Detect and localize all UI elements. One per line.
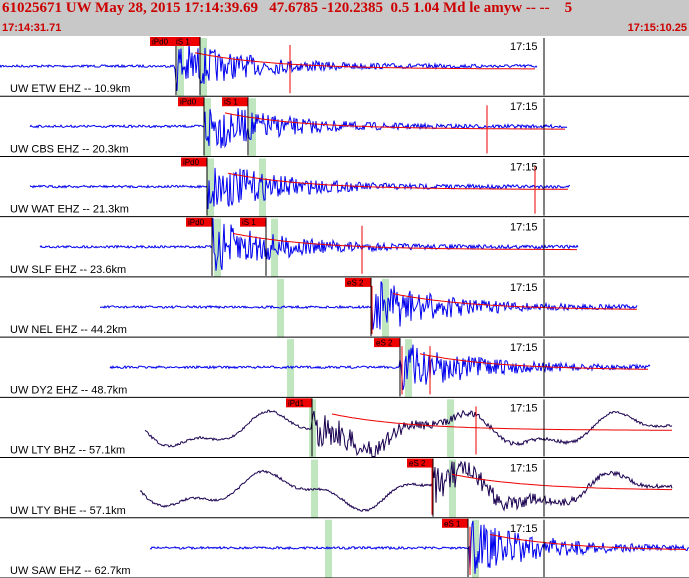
pick-box bbox=[181, 157, 207, 167]
pick-label: iPd0 bbox=[188, 218, 205, 227]
pick-label: iPd0 bbox=[180, 98, 197, 107]
pick-box bbox=[286, 398, 312, 408]
pick-box bbox=[442, 518, 468, 528]
station-label: UW CBS EHZ -- 20.3km bbox=[10, 143, 129, 155]
pick-box bbox=[222, 97, 248, 107]
window-band bbox=[405, 339, 412, 398]
pick-box bbox=[150, 37, 176, 46]
window-end-time: 17:15:10.25 bbox=[627, 22, 687, 34]
coda-fit bbox=[224, 112, 565, 130]
waveform bbox=[29, 108, 568, 149]
station-label: UW SLF EHZ -- 23.6km bbox=[10, 264, 126, 276]
pick-label: iPd0 bbox=[152, 38, 169, 47]
event-header: 61025671 UW May 28, 2015 17:14:39.69 47.… bbox=[0, 0, 689, 36]
coda-fit bbox=[392, 293, 637, 310]
seismogram-panel[interactable]: iPd0 iS 1 17:15 UW ETW EHZ -- 10.9km iPd0 iS … bbox=[0, 36, 689, 578]
trace-row: iPd1 17:15 UW LTY BHZ -- 57.1km bbox=[0, 398, 689, 459]
trace-row: iPd0 iS 1 17:15 UW ETW EHZ -- 10.9km bbox=[0, 37, 689, 97]
station-label: UW DY2 EHZ -- 48.7km bbox=[10, 384, 127, 396]
coda-fit bbox=[331, 413, 672, 431]
pick-label: iS 1 bbox=[224, 98, 238, 107]
station-label: UW WAT EHZ -- 21.3km bbox=[10, 204, 129, 216]
coda-fit bbox=[489, 534, 687, 550]
station-label: UW LTY BHZ -- 57.1km bbox=[10, 445, 125, 457]
pick-label: eS 1 bbox=[444, 519, 461, 528]
event-title: 61025671 UW May 28, 2015 17:14:39.69 47.… bbox=[2, 0, 573, 16]
window-band bbox=[449, 459, 456, 518]
time-marker-label: 17:15 bbox=[510, 402, 538, 414]
pick-label: iPd0 bbox=[183, 158, 200, 167]
pick-label: eS 2 bbox=[409, 459, 426, 468]
window-start-time: 17:14:31.71 bbox=[2, 22, 62, 34]
station-label: UW LTY BHE -- 57.1km bbox=[10, 505, 126, 517]
trace-row: eS 1 17:15 UW SAW EHZ -- 62.7km bbox=[0, 518, 689, 578]
pick-box bbox=[186, 217, 212, 227]
time-marker-label: 17:15 bbox=[510, 222, 538, 234]
pick-box bbox=[374, 338, 400, 348]
trace-row: eS 2 17:15 UW LTY BHE -- 57.1km bbox=[0, 458, 689, 519]
pick-label: iS 1 bbox=[242, 218, 256, 227]
station-label: UW NEL EHZ -- 44.2km bbox=[10, 324, 127, 336]
pick-box bbox=[407, 458, 433, 468]
coda-fit bbox=[419, 353, 649, 370]
pick-box bbox=[345, 277, 371, 287]
window-band bbox=[447, 399, 454, 458]
station-label: UW SAW EHZ -- 62.7km bbox=[10, 565, 131, 577]
window-band bbox=[287, 339, 294, 398]
window-band bbox=[177, 38, 184, 97]
pick-box bbox=[178, 97, 204, 107]
waveform bbox=[0, 43, 538, 91]
coda-fit bbox=[232, 232, 577, 251]
time-marker-label: 17:15 bbox=[510, 463, 538, 475]
coda-fit bbox=[227, 172, 568, 190]
window-band bbox=[325, 519, 332, 578]
pick-label: eS 2 bbox=[376, 339, 393, 348]
pick-box bbox=[174, 37, 200, 46]
window-band bbox=[271, 218, 278, 277]
waveform bbox=[139, 460, 673, 512]
waveform bbox=[149, 520, 689, 574]
waveform bbox=[99, 281, 638, 330]
pick-label: iS 1 bbox=[176, 38, 190, 47]
trace-row: eS 2 17:15 UW NEL EHZ -- 44.2km bbox=[0, 277, 689, 338]
waveform bbox=[144, 409, 673, 458]
trace-row: eS 2 17:15 UW DY2 EHZ -- 48.7km bbox=[0, 338, 689, 398]
pick-label: eS 2 bbox=[347, 278, 364, 287]
trace-row: iPd0 17:15 UW WAT EHZ -- 21.3km bbox=[0, 157, 689, 218]
waveform bbox=[39, 218, 579, 271]
time-marker-label: 17:15 bbox=[510, 101, 538, 113]
window-band bbox=[214, 218, 221, 277]
pick-box bbox=[240, 217, 266, 227]
time-marker-label: 17:15 bbox=[510, 41, 538, 53]
coda-fit bbox=[194, 52, 535, 70]
window-band bbox=[204, 98, 211, 157]
time-marker-label: 17:15 bbox=[510, 523, 538, 535]
station-label: UW ETW EHZ -- 10.9km bbox=[10, 83, 130, 95]
trace-row: iPd0 iS 1 17:15 UW CBS EHZ -- 20.3km bbox=[0, 97, 689, 157]
waveform bbox=[29, 167, 571, 210]
coda-fit bbox=[451, 473, 672, 491]
pick-label: iPd1 bbox=[288, 399, 305, 408]
time-marker-label: 17:15 bbox=[510, 342, 538, 354]
waveform bbox=[109, 344, 651, 391]
window-band bbox=[472, 519, 479, 578]
time-marker-label: 17:15 bbox=[510, 282, 538, 294]
trace-row: iPd0 iS 1 17:15 UW SLF EHZ -- 23.6km bbox=[0, 217, 689, 278]
time-marker-label: 17:15 bbox=[510, 161, 538, 173]
window-band bbox=[200, 38, 207, 97]
window-band bbox=[207, 158, 214, 217]
